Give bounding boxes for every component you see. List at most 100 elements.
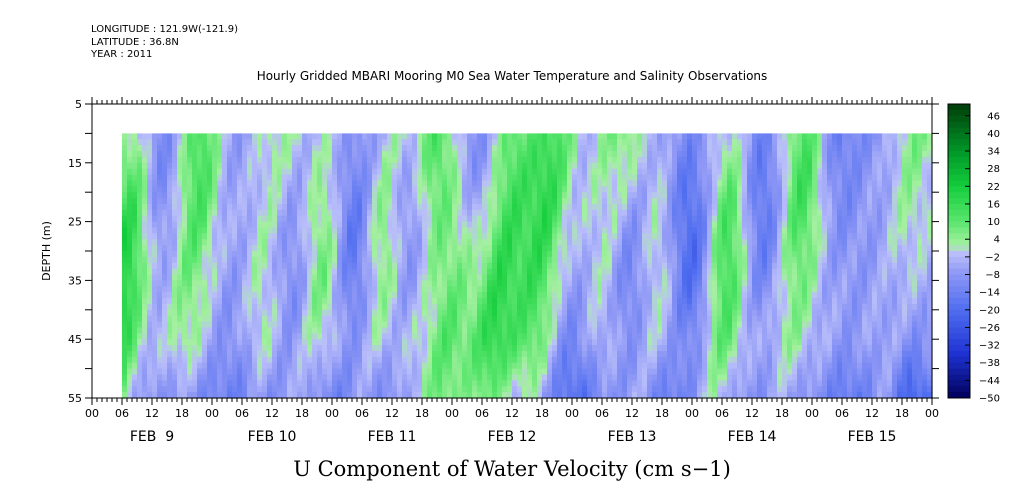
heatmap-cell (512, 374, 518, 381)
heatmap-cell (177, 251, 183, 258)
heatmap-cell (147, 274, 153, 281)
heatmap-cell (122, 151, 128, 158)
heatmap-cell (622, 321, 628, 329)
heatmap-cell (627, 180, 633, 187)
heatmap-cell (447, 145, 453, 152)
heatmap-cell (637, 156, 643, 164)
heatmap-cell (242, 156, 248, 164)
heatmap-cell (282, 315, 288, 323)
heatmap-cell (322, 298, 328, 305)
heatmap-cell (287, 315, 293, 323)
heatmap-cell (397, 274, 403, 281)
heatmap-cell (292, 256, 298, 264)
heatmap-cell (522, 151, 528, 158)
heatmap-cell (297, 262, 303, 270)
heatmap-cell (522, 327, 528, 334)
heatmap-cell (217, 345, 223, 352)
heatmap-cell (532, 198, 538, 205)
heatmap-cell (142, 262, 148, 270)
heatmap-cell (437, 392, 443, 399)
heatmap-cell (272, 268, 278, 276)
heatmap-cell (507, 315, 513, 323)
heatmap-cell (462, 350, 468, 358)
heatmap-cell (382, 274, 388, 281)
heatmap-cell (617, 362, 623, 370)
heatmap-cell (242, 333, 248, 340)
heatmap-cell (412, 139, 418, 146)
heatmap-cell (387, 180, 393, 187)
heatmap-cell (297, 298, 303, 305)
heatmap-cell (387, 286, 393, 293)
heatmap-cell (492, 151, 498, 158)
heatmap-cell (227, 221, 233, 229)
heatmap-cell (282, 145, 288, 152)
heatmap-cell (202, 192, 208, 199)
heatmap-cell (552, 162, 558, 170)
heatmap-cell (237, 333, 243, 340)
heatmap-cell (652, 274, 658, 281)
heatmap-cell (307, 321, 313, 329)
heatmap-cell (137, 209, 143, 217)
heatmap-cell (652, 209, 658, 217)
heatmap-cell (507, 239, 513, 246)
heatmap-cell (387, 245, 393, 252)
heatmap-cell (487, 162, 493, 170)
heatmap-cell (652, 239, 658, 246)
heatmap-cell (157, 192, 163, 199)
heatmap-cell (377, 327, 383, 334)
heatmap-cell (192, 345, 198, 352)
heatmap-cell (607, 292, 613, 299)
heatmap-cell (522, 286, 528, 293)
heatmap-cell (572, 345, 578, 352)
heatmap-cell (377, 374, 383, 381)
heatmap-cell (272, 286, 278, 293)
heatmap-cell (567, 303, 573, 311)
heatmap-cell (427, 180, 433, 187)
heatmap-cell (467, 245, 473, 252)
heatmap-cell (552, 321, 558, 329)
heatmap-cell (347, 162, 353, 170)
heatmap-cell (527, 256, 533, 264)
heatmap-cell (347, 345, 353, 352)
heatmap-cell (417, 368, 423, 376)
heatmap-cell (342, 209, 348, 217)
heatmap-cell (507, 192, 513, 199)
heatmap-cell (337, 356, 343, 364)
heatmap-cell (412, 256, 418, 264)
heatmap-cell (182, 356, 188, 364)
heatmap-cell (197, 215, 203, 223)
heatmap-cell (307, 209, 313, 217)
heatmap-cell (317, 151, 323, 158)
heatmap-cell (167, 362, 173, 370)
heatmap-cell (602, 156, 608, 164)
heatmap-cell (437, 368, 443, 376)
heatmap-cell (332, 274, 338, 281)
heatmap-cell (457, 156, 463, 164)
heatmap-cell (472, 274, 478, 281)
heatmap-cell (487, 286, 493, 293)
heatmap-cell (582, 168, 588, 176)
heatmap-cell (407, 262, 413, 270)
heatmap-cell (197, 386, 203, 393)
heatmap-cell (237, 180, 243, 187)
heatmap-cell (222, 151, 228, 158)
heatmap-cell (542, 133, 548, 140)
heatmap-cell (322, 315, 328, 323)
heatmap-cell (332, 262, 338, 270)
heatmap-cell (617, 386, 623, 393)
heatmap-cell (567, 180, 573, 187)
heatmap-cell (652, 215, 658, 223)
heatmap-cell (147, 180, 153, 187)
heatmap-cell (547, 262, 553, 270)
heatmap-cell (592, 327, 598, 334)
heatmap-cell (397, 209, 403, 217)
heatmap-cell (302, 192, 308, 199)
heatmap-cell (647, 209, 653, 217)
heatmap-cell (652, 180, 658, 187)
heatmap-cell (647, 215, 653, 223)
heatmap-cell (652, 168, 658, 176)
heatmap-cell (442, 145, 448, 152)
heatmap-cell (177, 221, 183, 229)
heatmap-cell (547, 280, 553, 287)
heatmap-cell (642, 309, 648, 317)
